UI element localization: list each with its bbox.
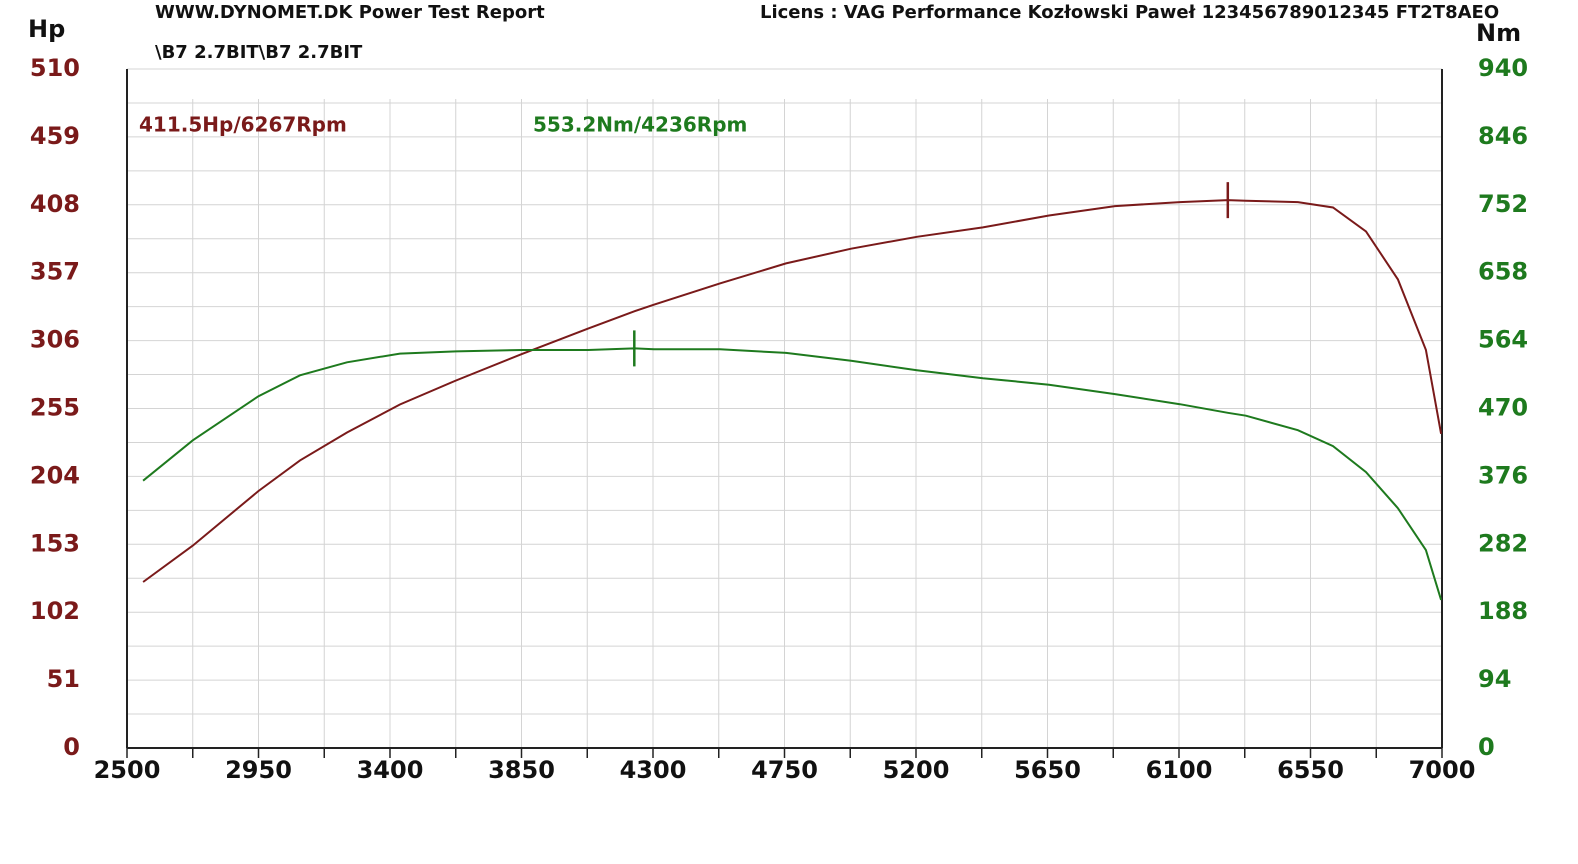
subtitle: \B7 2.7BIT\B7 2.7BIT	[155, 42, 363, 63]
y-tick-label: 306	[30, 326, 80, 354]
y-tick-label: 357	[30, 258, 80, 286]
y-tick-label: 255	[30, 394, 80, 422]
y-tick-label: 0	[63, 733, 80, 761]
y-tick-label: 510	[30, 54, 80, 82]
peak-annotation: 553.2Nm/4236Rpm	[533, 113, 747, 137]
y2-axis-title: Nm	[1476, 19, 1521, 47]
y2-tick-label: 564	[1478, 326, 1528, 354]
x-tick-label: 5650	[1014, 756, 1081, 784]
x-tick-label: 5200	[883, 756, 950, 784]
x-tick-label: 6550	[1277, 756, 1344, 784]
y2-tick-label: 846	[1478, 122, 1528, 150]
y-tick-label: 459	[30, 122, 80, 150]
series-line	[142, 347, 1443, 601]
y2-tick-label: 470	[1478, 394, 1528, 422]
y2-tick-label: 940	[1478, 54, 1528, 82]
y2-tick-label: 282	[1478, 529, 1528, 557]
y2-tick-label: 752	[1478, 190, 1528, 218]
x-tick-label: 4750	[751, 756, 818, 784]
y-tick-label: 51	[47, 665, 80, 693]
y-tick-label: 204	[30, 461, 80, 489]
y-tick-label: 102	[30, 597, 80, 625]
x-tick-label: 2500	[94, 756, 161, 784]
y-axis-title: Hp	[28, 15, 65, 43]
x-tick-label: 3400	[357, 756, 424, 784]
y2-tick-label: 94	[1478, 665, 1511, 693]
series-line	[142, 199, 1443, 583]
x-tick-label: 3850	[488, 756, 555, 784]
x-tick-label: 4300	[620, 756, 687, 784]
y2-tick-label: 376	[1478, 461, 1528, 489]
y-tick-label: 153	[30, 529, 80, 557]
license: Licens : VAG Performance Kozłowski Paweł…	[760, 2, 1499, 23]
y2-tick-label: 0	[1478, 733, 1495, 761]
y2-tick-label: 658	[1478, 258, 1528, 286]
x-tick-label: 2950	[225, 756, 292, 784]
x-tick-label: 7000	[1409, 756, 1476, 784]
peak-annotation: 411.5Hp/6267Rpm	[139, 113, 347, 137]
chart-title: WWW.DYNOMET.DK Power Test Report	[155, 2, 545, 23]
y2-tick-label: 188	[1478, 597, 1528, 625]
y-tick-label: 408	[30, 190, 80, 218]
x-tick-label: 6100	[1146, 756, 1213, 784]
